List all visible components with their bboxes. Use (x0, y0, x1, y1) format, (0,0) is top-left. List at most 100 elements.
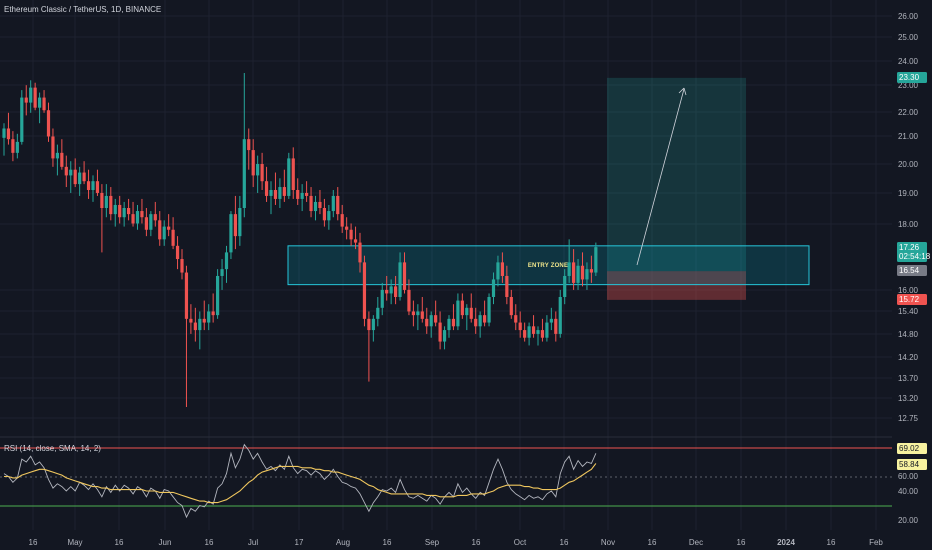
candle-body (251, 150, 255, 176)
candle-body (469, 307, 473, 319)
candle-body (122, 207, 126, 218)
candle-body (460, 300, 464, 316)
time-tick-label: 2024 (777, 538, 795, 547)
price-tick-label: 20.00 (898, 160, 919, 169)
candle-body (82, 172, 86, 182)
time-tick-label: 16 (560, 538, 569, 547)
candle-body (554, 318, 558, 334)
candle-body (69, 169, 73, 176)
time-tick-label: 16 (205, 538, 214, 547)
candle-body (491, 279, 496, 297)
candle-body (238, 207, 242, 237)
candle-body (29, 87, 33, 103)
candle-body (322, 207, 326, 221)
candle-body (95, 181, 100, 193)
candle-body (233, 214, 237, 237)
candle-body (131, 214, 135, 224)
candle-body (496, 262, 500, 280)
candle-body (278, 187, 282, 199)
candlesticks (2, 73, 598, 408)
candle-body (425, 318, 429, 327)
candle-body (162, 226, 166, 240)
candle-body (527, 326, 531, 338)
arrow-head (678, 87, 687, 96)
candle-body (318, 201, 322, 208)
candle-body (175, 245, 180, 260)
candle-body (438, 322, 442, 342)
candle-body (33, 87, 37, 108)
time-tick-label: 16 (827, 538, 836, 547)
stop-price-tag-bg (897, 294, 927, 305)
candle-body (345, 226, 349, 230)
candle-body (86, 181, 91, 190)
candle-body (64, 166, 68, 176)
candle-body (594, 247, 598, 273)
target-zone (607, 77, 746, 272)
candle-body (153, 214, 157, 221)
price-tick-label: 23.00 (898, 81, 919, 90)
stop-zone (607, 271, 746, 300)
target-price-tag-text: 23.30 (899, 73, 920, 82)
candle-body (305, 192, 309, 196)
candle-body (563, 275, 567, 297)
rsi-value-tag-bg (897, 443, 927, 454)
last-price-tag-text: 02:54:18 (899, 252, 931, 261)
candle-body (411, 311, 415, 316)
candle-body (376, 307, 380, 319)
candle-body (487, 296, 491, 323)
candle-body (202, 318, 206, 323)
candle-body (224, 252, 229, 270)
candle-body (229, 214, 233, 253)
arrow-line (636, 88, 685, 266)
candle-body (269, 189, 273, 196)
time-tick-label: Dec (689, 538, 703, 547)
time-tick-label: 16 (29, 538, 38, 547)
candle-body (505, 275, 509, 297)
price-tick-label: 24.00 (898, 57, 919, 66)
candle-body (514, 315, 518, 323)
candle-body (362, 262, 367, 319)
candle-body (264, 181, 269, 196)
candle-body (149, 214, 153, 230)
last-price-tag-bg (897, 242, 927, 262)
candle-body (144, 217, 148, 230)
candle-body (118, 204, 122, 218)
target-price-tag-bg (897, 72, 927, 83)
stop-price-tag-text: 15.72 (899, 295, 920, 304)
candle-body (104, 195, 108, 208)
candle-body (193, 322, 197, 331)
candle-body (523, 330, 527, 338)
price-tick-label: 15.40 (898, 307, 919, 316)
candle-body (540, 330, 545, 338)
rsi-tick-label: 20.00 (898, 516, 919, 525)
candle-body (500, 262, 504, 276)
candle-body (42, 97, 46, 111)
time-tick-label: 16 (383, 538, 392, 547)
candle-body (456, 300, 460, 327)
candle-body (46, 110, 51, 137)
price-tick-label: 12.75 (898, 414, 919, 423)
candle-body (509, 296, 513, 316)
candle-body (256, 164, 260, 176)
candle-body (11, 139, 15, 153)
candle-body (558, 296, 562, 334)
candle-body (451, 318, 456, 327)
candle-body (167, 226, 171, 230)
entry-zone-label: ENTRY ZONE (528, 263, 568, 269)
candle-body (367, 318, 371, 331)
time-tick-label: 16 (472, 538, 481, 547)
price-tick-label: 26.00 (898, 12, 919, 21)
price-tick-label: 25.00 (898, 33, 919, 42)
candle-body (211, 311, 215, 316)
rsi-value-tag-text: 69.02 (899, 444, 920, 453)
rsi-sma-line (4, 463, 597, 504)
candle-body (483, 315, 487, 323)
candle-body (385, 289, 389, 294)
time-tick-label: 16 (648, 538, 657, 547)
trade-zones: ENTRY ZONE (287, 77, 810, 300)
chart-title: Ethereum Classic / TetherUS, 1D, BINANCE (4, 5, 161, 14)
candle-body (113, 204, 117, 215)
